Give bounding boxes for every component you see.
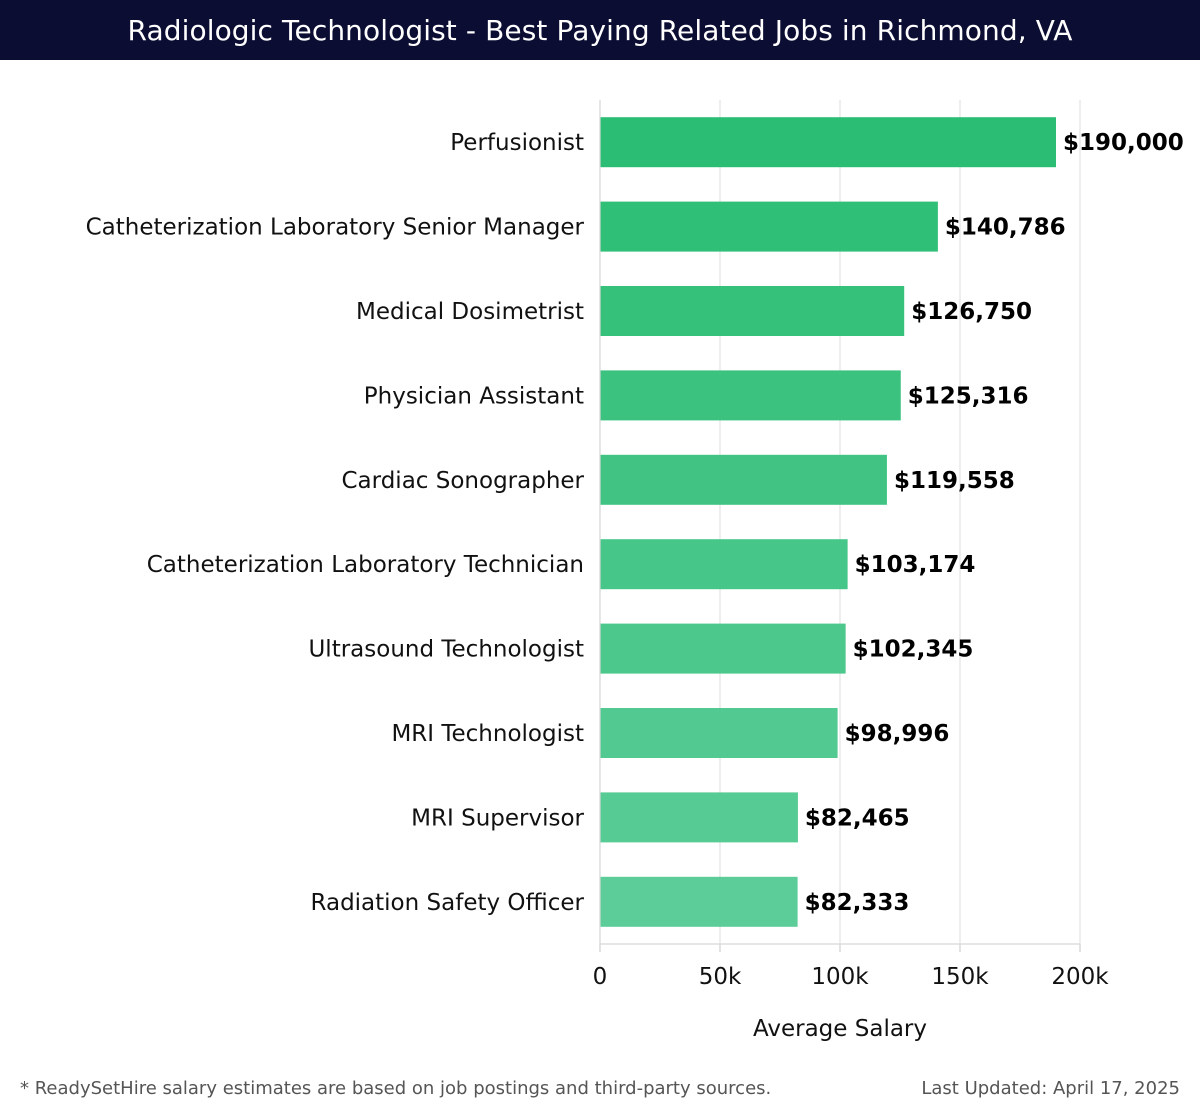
bar-value-label: $98,996 — [845, 721, 950, 747]
category-label: MRI Supervisor — [411, 805, 584, 831]
category-label: Medical Dosimetrist — [356, 299, 584, 325]
footer-disclaimer: * ReadySetHire salary estimates are base… — [20, 1078, 772, 1099]
bar — [600, 623, 846, 674]
bar — [600, 876, 798, 927]
category-label: Ultrasound Technologist — [308, 637, 584, 663]
bar — [600, 201, 938, 252]
bar — [600, 117, 1056, 168]
category-label: Cardiac Sonographer — [342, 468, 585, 494]
category-label: MRI Technologist — [391, 721, 584, 747]
bar — [600, 539, 848, 590]
bar-value-label: $126,750 — [911, 299, 1032, 325]
x-axis: 0 50k 100k 150k 200k — [593, 100, 1109, 990]
bar — [600, 370, 901, 421]
bar-value-label: $103,174 — [855, 552, 976, 578]
category-label: Catheterization Laboratory Senior Manage… — [86, 215, 585, 241]
x-tick-label: 200k — [1051, 964, 1109, 990]
bar — [600, 454, 887, 505]
bar-value-label: $190,000 — [1063, 130, 1184, 156]
bar-value-label: $125,316 — [908, 383, 1029, 409]
bars — [600, 117, 1056, 927]
x-tick-label: 0 — [593, 964, 608, 990]
bar-value-label: $119,558 — [894, 468, 1015, 494]
chart-title: Radiologic Technologist - Best Paying Re… — [0, 0, 1200, 60]
bar — [600, 792, 798, 843]
footer-last-updated: Last Updated: April 17, 2025 — [921, 1078, 1180, 1099]
category-label: Perfusionist — [450, 130, 584, 156]
category-label: Catheterization Laboratory Technician — [147, 552, 584, 578]
bar-value-label: $102,345 — [853, 637, 974, 663]
x-axis-title: Average Salary — [753, 1016, 927, 1042]
category-label: Physician Assistant — [364, 383, 584, 409]
bar — [600, 708, 838, 758]
salary-bar-chart: 0 50k 100k 150k 200k $190,000 Perfusionist $14… — [86, 100, 1184, 1042]
x-tick-label: 100k — [811, 964, 869, 990]
labels: $190,000 Perfusionist $140,786 Catheterizat… — [86, 130, 1184, 916]
bar — [600, 286, 905, 336]
bar-value-label: $82,465 — [805, 805, 910, 831]
bar-value-label: $140,786 — [945, 215, 1066, 241]
category-label: Radiation Safety Officer — [311, 890, 585, 916]
bar-value-label: $82,333 — [805, 890, 910, 916]
x-tick-label: 150k — [931, 964, 989, 990]
x-tick-label: 50k — [699, 964, 742, 990]
